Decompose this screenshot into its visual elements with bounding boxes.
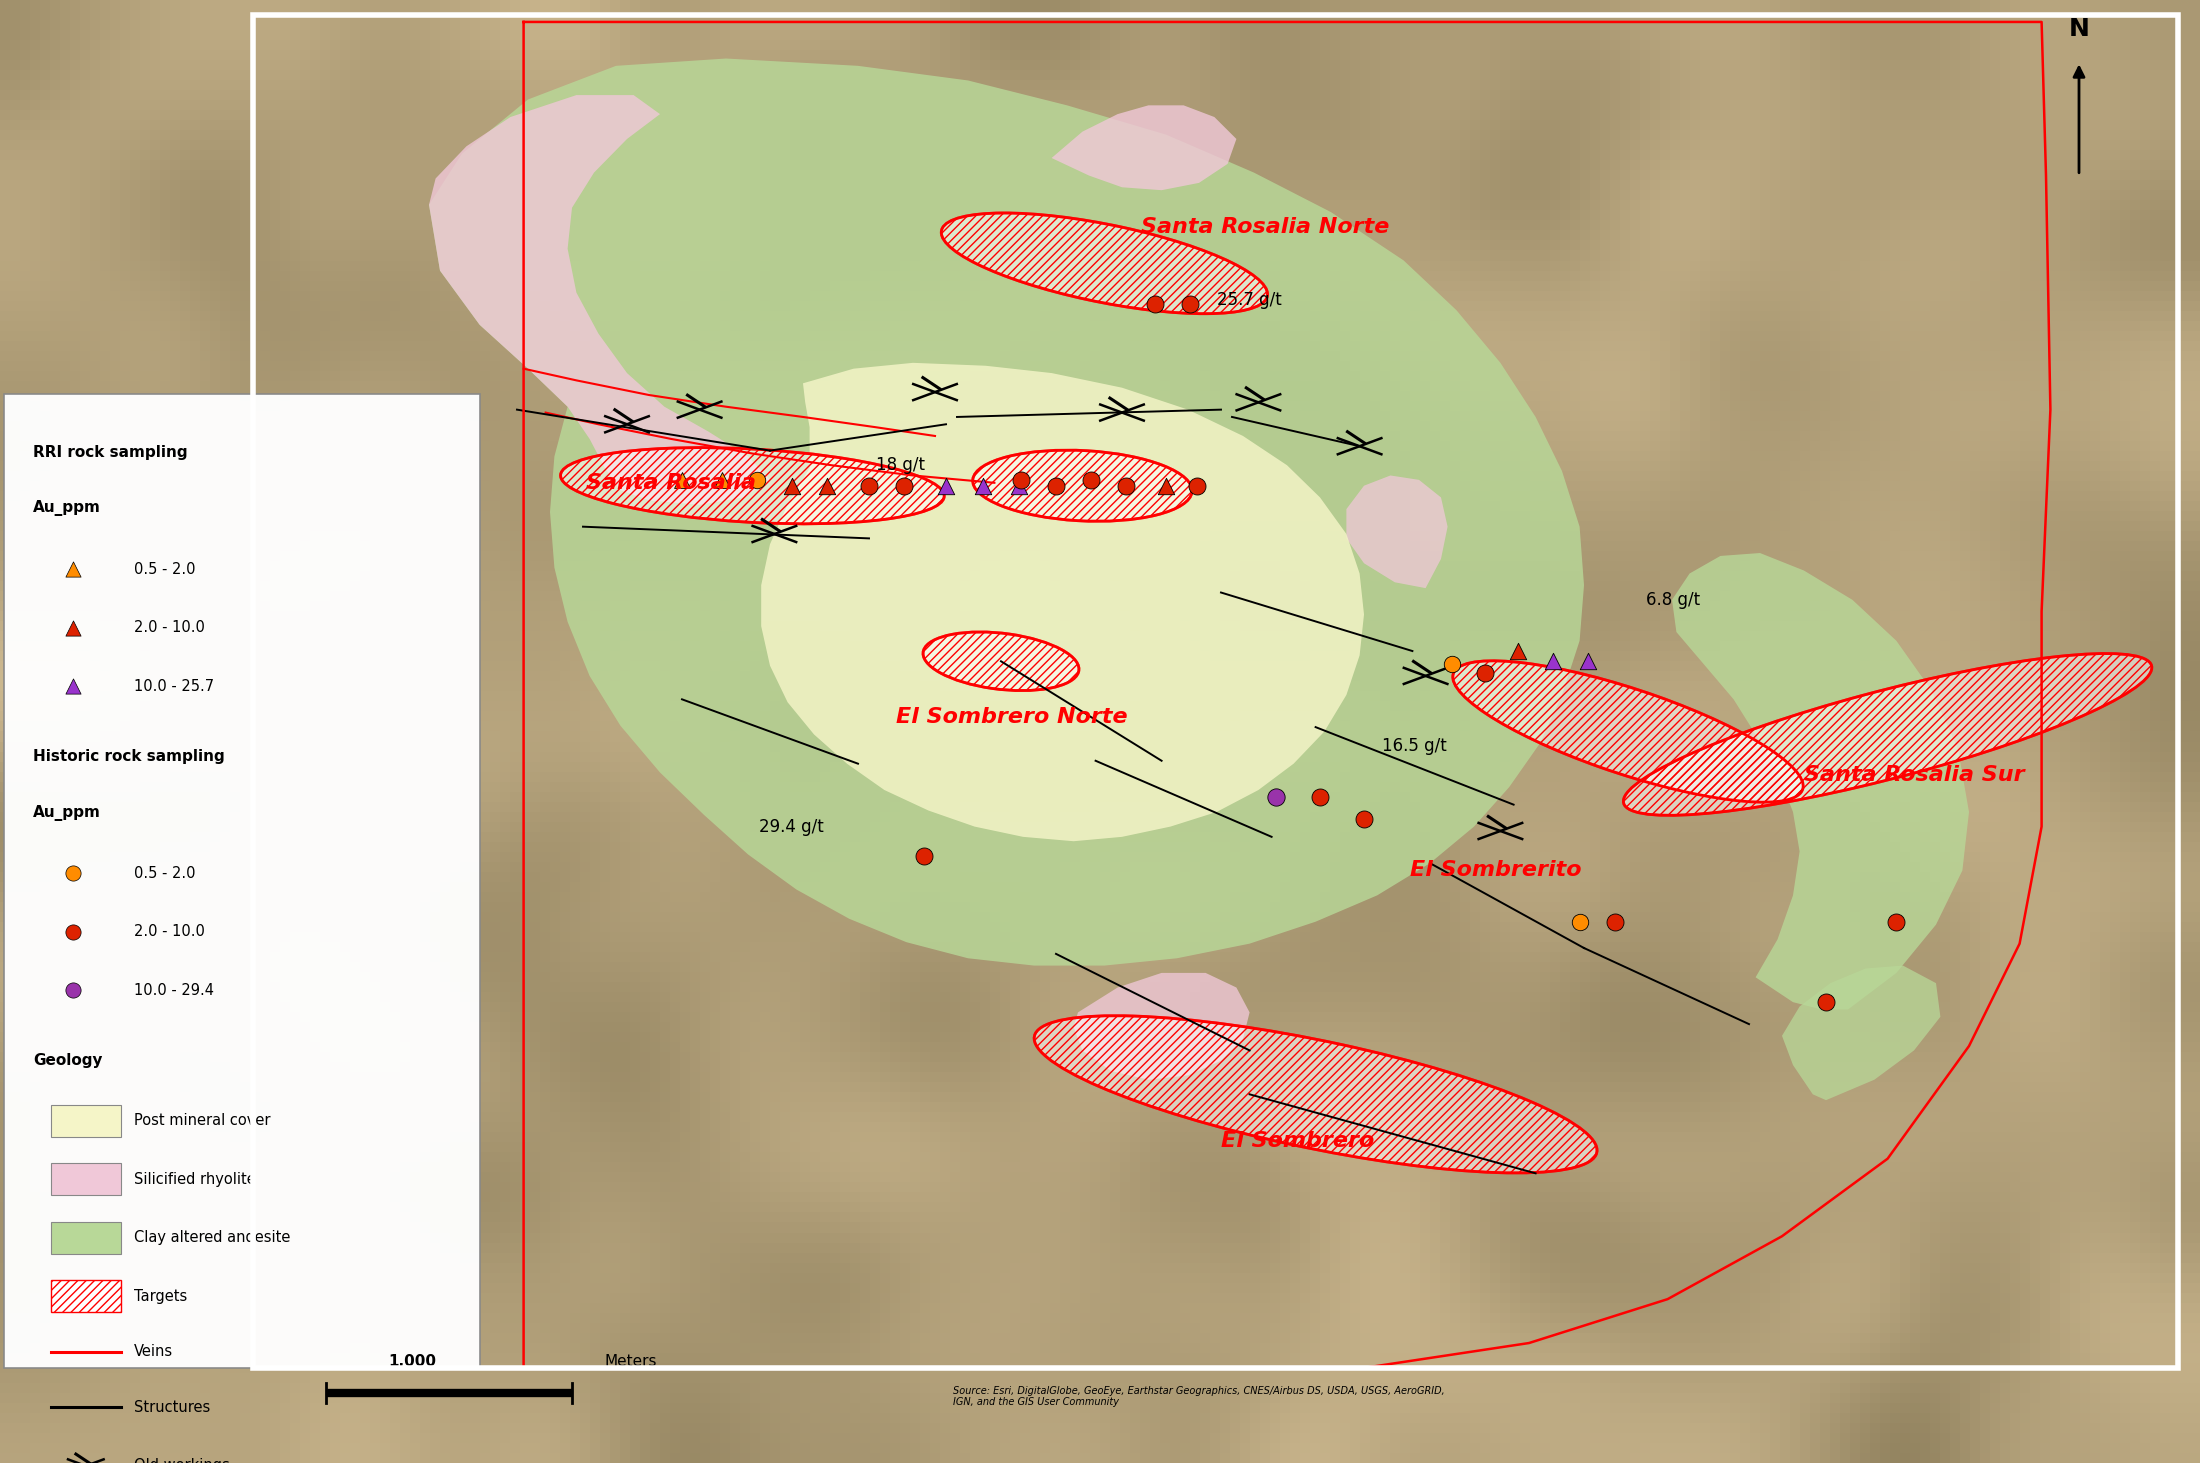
Point [739, 468, 774, 492]
Polygon shape [1782, 966, 1940, 1100]
Polygon shape [761, 363, 1364, 841]
Polygon shape [1346, 475, 1448, 588]
Text: Silicified rhyolite: Silicified rhyolite [134, 1172, 255, 1186]
Text: Structures: Structures [134, 1400, 211, 1415]
Point [1003, 468, 1038, 492]
Polygon shape [1672, 553, 1969, 1009]
Text: 0.5 - 2.0: 0.5 - 2.0 [134, 866, 196, 881]
Text: El Sombrerito: El Sombrerito [1410, 860, 1582, 881]
FancyBboxPatch shape [4, 394, 480, 1368]
Point [55, 557, 90, 581]
Text: Targets: Targets [134, 1289, 187, 1304]
Text: Historic rock sampling: Historic rock sampling [33, 749, 224, 764]
Point [1109, 474, 1144, 497]
Point [1258, 786, 1294, 809]
Ellipse shape [1452, 661, 1804, 802]
Text: Geology: Geology [33, 1053, 103, 1068]
Text: 16.5 g/t: 16.5 g/t [1382, 737, 1445, 755]
Text: Source: Esri, DigitalGlobe, GeoEye, Earthstar Geographics, CNES/Airbus DS, USDA,: Source: Esri, DigitalGlobe, GeoEye, Eart… [953, 1385, 1445, 1407]
Text: 25.7 g/t: 25.7 g/t [1217, 291, 1280, 309]
Point [1179, 474, 1214, 497]
Point [966, 474, 1001, 497]
Text: Santa Rosalia: Santa Rosalia [585, 473, 757, 493]
Ellipse shape [942, 214, 1267, 313]
Point [1467, 661, 1503, 685]
Point [1038, 474, 1074, 497]
Text: 10.0 - 25.7: 10.0 - 25.7 [134, 679, 213, 693]
Text: RRI rock sampling: RRI rock sampling [33, 445, 187, 459]
Point [55, 920, 90, 944]
Polygon shape [429, 59, 1584, 966]
Point [1137, 293, 1173, 316]
Point [810, 474, 845, 497]
Ellipse shape [924, 632, 1078, 691]
Point [1500, 639, 1536, 663]
Bar [51, 1163, 121, 1195]
Point [1536, 650, 1571, 673]
Point [1346, 808, 1382, 831]
Point [1571, 650, 1606, 673]
Point [55, 862, 90, 885]
Text: Santa Rosalia Norte: Santa Rosalia Norte [1142, 217, 1388, 237]
Text: 6.8 g/t: 6.8 g/t [1646, 591, 1701, 609]
Text: Post mineral cover: Post mineral cover [134, 1113, 271, 1128]
Text: Veins: Veins [134, 1344, 174, 1359]
Text: 0.5 - 2.0: 0.5 - 2.0 [134, 562, 196, 576]
Point [1562, 910, 1597, 933]
Text: Old workings: Old workings [134, 1459, 231, 1463]
Bar [51, 1280, 121, 1312]
Point [1808, 990, 1844, 1014]
Ellipse shape [1624, 654, 2152, 815]
Ellipse shape [972, 451, 1192, 521]
Text: Au_ppm: Au_ppm [33, 500, 101, 516]
Text: 18 g/t: 18 g/t [876, 456, 924, 474]
Point [55, 674, 90, 698]
Bar [51, 1222, 121, 1254]
Point [887, 474, 922, 497]
Text: 10.0 - 29.4: 10.0 - 29.4 [134, 983, 213, 998]
Text: Au_ppm: Au_ppm [33, 805, 101, 821]
Text: Clay altered andesite: Clay altered andesite [134, 1230, 290, 1245]
Text: 2.0 - 10.0: 2.0 - 10.0 [134, 925, 205, 939]
Text: Meters: Meters [605, 1355, 658, 1369]
Point [1148, 474, 1184, 497]
Text: Santa Rosalia Sur: Santa Rosalia Sur [1804, 765, 2024, 786]
Point [1173, 293, 1208, 316]
Point [1434, 652, 1470, 676]
Point [1074, 468, 1109, 492]
Polygon shape [1052, 105, 1236, 190]
Point [55, 616, 90, 639]
Ellipse shape [1034, 1015, 1597, 1173]
Point [1597, 910, 1632, 933]
Point [906, 844, 942, 868]
Text: 29.4 g/t: 29.4 g/t [759, 818, 823, 835]
Point [704, 468, 739, 492]
Point [851, 474, 887, 497]
Point [55, 979, 90, 1002]
Text: N: N [2068, 18, 2090, 41]
Text: 1,000: 1,000 [387, 1355, 436, 1369]
Bar [51, 1105, 121, 1137]
Text: 2.0 - 10.0: 2.0 - 10.0 [134, 620, 205, 635]
Text: El Sombrero: El Sombrero [1221, 1131, 1375, 1151]
Polygon shape [429, 95, 770, 505]
Point [1302, 786, 1338, 809]
Point [774, 474, 810, 497]
Polygon shape [1074, 973, 1250, 1080]
Point [1001, 474, 1036, 497]
Bar [253, 15, 2178, 1368]
Text: El Sombrero Norte: El Sombrero Norte [895, 707, 1129, 727]
Point [1879, 910, 1914, 933]
Point [928, 474, 964, 497]
Ellipse shape [561, 448, 944, 524]
Point [664, 468, 700, 492]
